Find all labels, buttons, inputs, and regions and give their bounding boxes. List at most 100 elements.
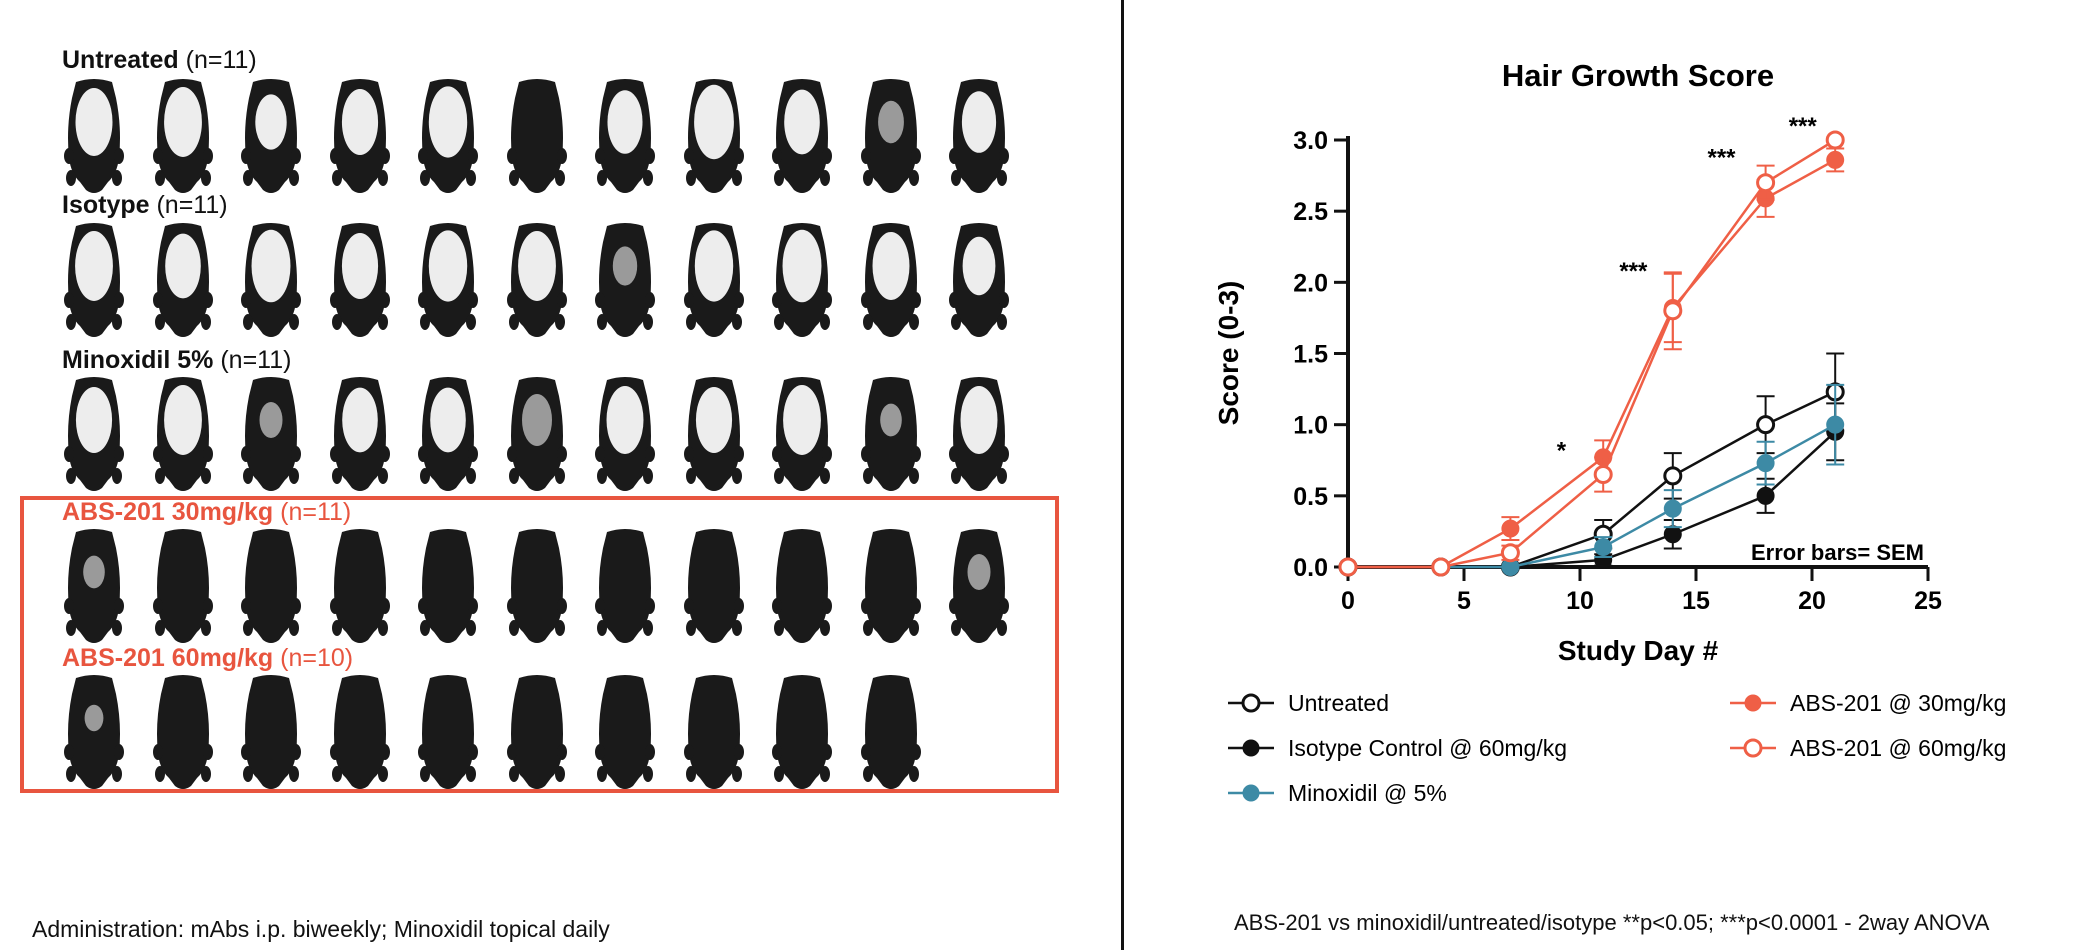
- hairless-area: [164, 233, 201, 299]
- group-label: Minoxidil 5% (n=11): [62, 346, 291, 375]
- hairless-area: [783, 385, 821, 455]
- hairless-area: [606, 386, 644, 454]
- y-tick-label: 1.0: [1293, 412, 1328, 440]
- legend-marker: [1242, 739, 1260, 757]
- mouse-photo: [683, 675, 744, 789]
- hairless-area: [428, 230, 468, 302]
- mouse-leg: [685, 314, 696, 330]
- mouse-photo-row: [62, 376, 1036, 494]
- mouse-leg: [820, 766, 830, 782]
- mouse-leg: [114, 292, 124, 308]
- hairless-area: [75, 231, 113, 301]
- mouse-photo: [241, 223, 301, 337]
- mouse-leg: [331, 766, 342, 782]
- mouse-photo: [418, 79, 478, 193]
- mouse-leg: [685, 170, 696, 186]
- legend-label: Minoxidil @ 5%: [1288, 780, 1447, 806]
- mouse-photo: [152, 79, 213, 193]
- mouse-leg: [597, 314, 607, 330]
- mouse-body: [864, 675, 917, 789]
- mouse-leg: [951, 620, 961, 636]
- hairless-area: [879, 403, 902, 437]
- hairless-area: [517, 231, 556, 301]
- mouse-photo: [418, 223, 478, 337]
- mouse-leg: [774, 170, 784, 186]
- mouse-leg: [772, 744, 782, 760]
- mouse-photo: [506, 223, 567, 337]
- mouse-leg: [731, 468, 742, 484]
- mouse-leg: [643, 314, 653, 330]
- mouse-leg: [597, 620, 607, 636]
- mouse-body: [864, 529, 917, 643]
- mouse-leg: [418, 148, 428, 164]
- group-name: Minoxidil 5%: [62, 346, 214, 374]
- mouse-leg: [951, 314, 961, 330]
- x-tick-label: 0: [1341, 587, 1355, 615]
- mouse-leg: [595, 292, 605, 308]
- mouse-leg: [860, 446, 871, 462]
- group-name: ABS-201 30mg/kg: [62, 498, 274, 526]
- mouse-leg: [683, 148, 694, 164]
- mouse-leg: [66, 468, 76, 484]
- group-label: Untreated (n=11): [62, 46, 257, 75]
- mouse-leg: [200, 170, 211, 186]
- mouse-leg: [820, 468, 830, 484]
- mouse-leg: [731, 766, 742, 782]
- mouse-photo: [64, 377, 124, 491]
- mouse-leg: [202, 446, 213, 462]
- mouse-leg: [949, 598, 959, 614]
- mouse-leg: [112, 766, 122, 782]
- panel-divider: [1121, 0, 1124, 950]
- mouse-leg: [822, 148, 832, 164]
- mouse-photo: [506, 675, 567, 789]
- mouse-leg: [862, 170, 873, 186]
- mouse-body: [776, 529, 828, 643]
- mouse-leg: [420, 468, 430, 484]
- mouse-leg: [772, 598, 782, 614]
- mouse-leg: [822, 446, 832, 462]
- legend-marker: [1743, 738, 1763, 758]
- mouse-leg: [466, 468, 476, 484]
- mouse-body: [599, 675, 651, 789]
- mouse-leg: [908, 766, 919, 782]
- hairless-area: [960, 386, 998, 454]
- mouse-leg: [112, 170, 122, 186]
- series-line: [1348, 158, 1836, 569]
- mouse-photo: [152, 223, 213, 337]
- mouse-leg: [112, 620, 122, 636]
- mouse-leg: [862, 314, 873, 330]
- mouse-leg: [860, 148, 871, 164]
- mouse-leg: [152, 446, 163, 462]
- mouse-photo: [949, 377, 1009, 491]
- data-point: [1663, 525, 1682, 544]
- mouse-leg: [64, 598, 74, 614]
- mouse-leg: [466, 620, 476, 636]
- mouse-leg: [822, 292, 832, 308]
- mouse-photo: [64, 223, 124, 337]
- mouse-leg: [731, 620, 742, 636]
- mouse-leg: [66, 314, 76, 330]
- hairless-area: [521, 394, 552, 446]
- significance-marker: ***: [1708, 144, 1737, 171]
- mouse-leg: [862, 766, 873, 782]
- mouse-leg: [506, 446, 517, 462]
- mouse-leg: [908, 170, 919, 186]
- hairless-area: [784, 89, 820, 155]
- mouse-leg: [112, 314, 122, 330]
- mouse-leg: [200, 468, 211, 484]
- mouse-photo: [329, 377, 390, 491]
- y-axis-label: Score (0-3): [1213, 281, 1244, 426]
- mouse-leg: [66, 170, 76, 186]
- mouse-leg: [418, 598, 428, 614]
- mouse-leg: [331, 620, 342, 636]
- hairless-area: [782, 229, 822, 303]
- mouse-leg: [999, 446, 1009, 462]
- hairless-area: [430, 387, 466, 453]
- chart-title: Hair Growth Score: [1502, 58, 1774, 93]
- group-n: (n=11): [178, 46, 257, 74]
- mouse-leg: [377, 766, 388, 782]
- hairless-area: [163, 385, 202, 455]
- mouse-leg: [643, 468, 653, 484]
- mouse-photo-row: [62, 78, 1036, 196]
- hairless-area: [259, 402, 283, 438]
